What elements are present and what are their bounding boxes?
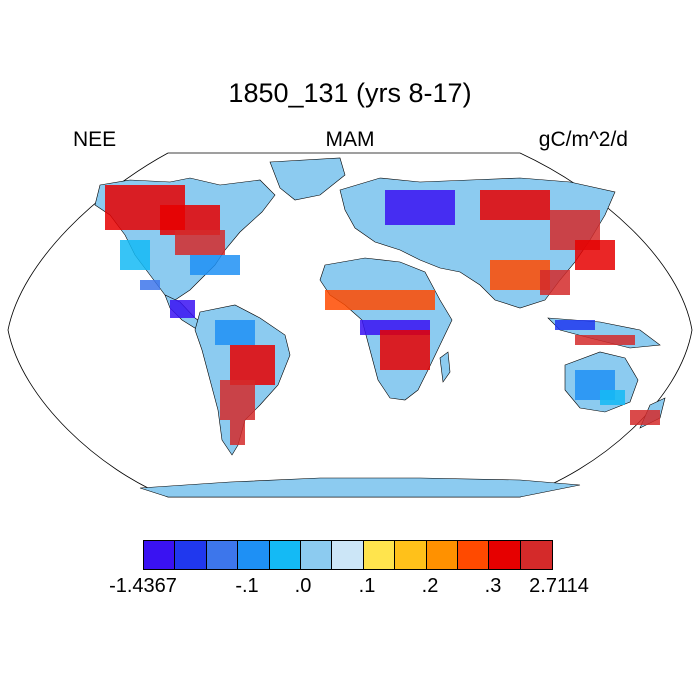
nee-anomaly-patch: [325, 290, 435, 310]
nee-anomaly-patch: [175, 230, 225, 255]
colorbar-tick-label: -1.4367: [109, 575, 177, 597]
variable-label: NEE: [73, 128, 117, 151]
colorbar-tick-label: .2: [421, 575, 439, 597]
colorbar-tick-label: .1: [358, 575, 376, 597]
colorbar-box: [269, 541, 301, 569]
nee-anomaly-patch: [630, 410, 660, 425]
nee-anomaly-patch: [385, 190, 455, 225]
landmass-antarctica: [139, 477, 581, 498]
nee-anomaly-patch: [380, 330, 430, 370]
nee-anomaly-patch: [170, 300, 195, 318]
nee-anomaly-patch: [120, 240, 150, 270]
units-label: gC/m^2/d: [538, 128, 628, 151]
nee-anomaly-patch: [575, 335, 635, 345]
colorbar: [143, 540, 554, 570]
colorbar-box: [520, 541, 553, 569]
nee-anomaly-patch: [220, 380, 255, 420]
nee-anomaly-patch: [480, 190, 550, 220]
colorbar-tick-label: .0: [294, 575, 312, 597]
colorbar-box: [457, 541, 490, 569]
nee-anomaly-patch: [190, 255, 240, 275]
colorbar-tick-label: -.1: [235, 575, 259, 597]
colorbar-box: [395, 541, 427, 569]
nee-field: [105, 185, 660, 445]
season-label: MAM: [325, 128, 375, 151]
colorbar-box: [206, 541, 239, 569]
nee-anomaly-patch: [215, 320, 255, 345]
colorbar-tick-label: 2.7114: [529, 575, 589, 597]
colorbar-box: [144, 541, 176, 569]
colorbar-box: [489, 541, 521, 569]
colorbar-box: [175, 541, 207, 569]
landmass-madagascar: [439, 351, 451, 383]
colorbar-box: [426, 541, 458, 569]
colorbar-tick-label: .3: [484, 575, 502, 597]
nee-anomaly-patch: [140, 280, 160, 290]
map-title: 1850_131 (yrs 8-17): [228, 78, 472, 108]
nee-anomaly-patch: [540, 270, 570, 295]
nee-anomaly-patch: [230, 420, 245, 445]
nee-anomaly-patch: [575, 240, 615, 270]
colorbar-box: [300, 541, 333, 569]
colorbar-box: [363, 541, 396, 569]
colorbar-box: [238, 541, 270, 569]
nee-anomaly-patch: [600, 390, 625, 405]
nee-anomaly-patch: [230, 345, 275, 385]
landmass-greenland: [269, 157, 346, 201]
colorbar-box: [332, 541, 364, 569]
nee-anomaly-patch: [555, 320, 595, 330]
